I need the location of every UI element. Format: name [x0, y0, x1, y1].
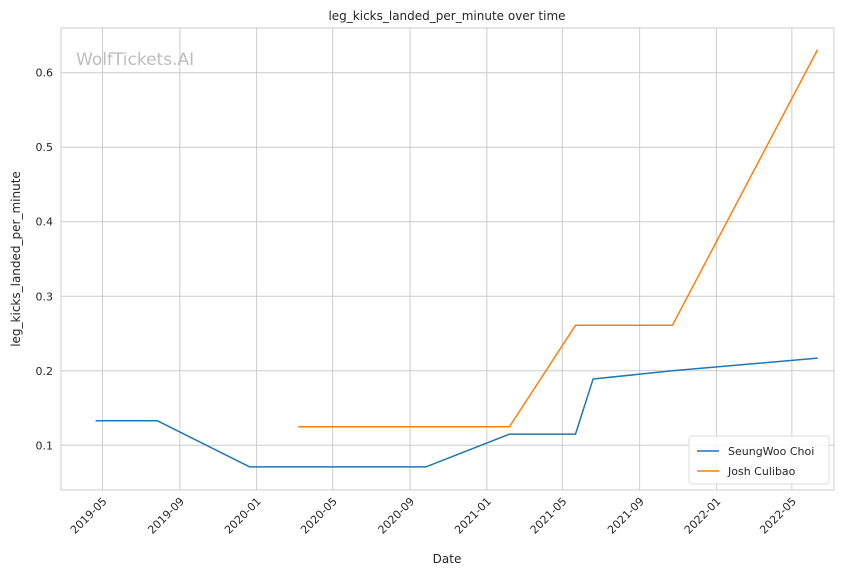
y-tick-label: 0.3 [36, 290, 54, 303]
y-axis-label: leg_kicks_landed_per_minute [9, 171, 23, 347]
y-tick-label: 0.5 [36, 141, 54, 154]
chart-title: leg_kicks_landed_per_minute over time [328, 9, 565, 23]
legend-entry: Josh Culibao [727, 465, 796, 478]
x-tick-label: 2022-05 [757, 495, 799, 537]
series-layer [95, 49, 819, 468]
x-tick-label: 2021-01 [452, 495, 494, 537]
x-tick-label: 2019-05 [68, 495, 110, 537]
x-axis-label: Date [433, 552, 462, 566]
y-tick-label: 0.4 [36, 216, 54, 229]
x-tick-label: 2022-01 [682, 495, 724, 537]
y-tick-labels: 0.1 0.2 0.3 0.4 0.5 0.6 [36, 67, 54, 453]
x-tick-labels: 2019-05 2019-09 2020-01 2020-05 2020-09 2021-… [68, 495, 799, 537]
series-line-1 [298, 49, 819, 428]
y-tick-label: 0.1 [36, 439, 54, 452]
grid [61, 28, 834, 490]
x-tick-label: 2020-01 [222, 495, 264, 537]
x-tick-label: 2020-09 [376, 495, 418, 537]
legend-entry: SeungWoo Choi [728, 445, 814, 458]
x-tick-label: 2019-09 [145, 495, 187, 537]
x-tick-label: 2021-09 [605, 495, 647, 537]
x-tick-label: 2021-05 [528, 495, 570, 537]
legend-box [688, 435, 830, 485]
x-tick-label: 2020-05 [298, 495, 340, 537]
legend: SeungWoo Choi Josh Culibao [688, 435, 830, 485]
y-tick-label: 0.2 [36, 365, 54, 378]
plot-frame [60, 27, 835, 491]
series-line-0 [95, 357, 818, 468]
watermark: WolfTickets.AI [76, 50, 194, 70]
y-tick-label: 0.6 [36, 67, 54, 80]
